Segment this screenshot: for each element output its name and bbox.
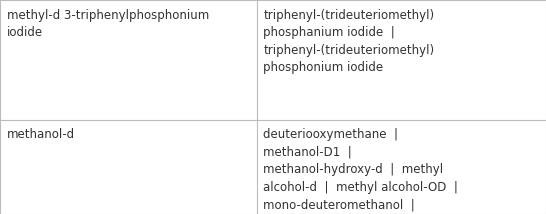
Text: methyl-d 3-triphenylphosphonium
iodide: methyl-d 3-triphenylphosphonium iodide <box>7 9 209 39</box>
Text: methanol-d: methanol-d <box>7 128 75 141</box>
Text: deuteriooxymethane  |
methanol-D1  |
methanol-hydroxy-d  |  methyl
alcohol-d  | : deuteriooxymethane | methanol-D1 | metha… <box>263 128 458 214</box>
Text: triphenyl-(trideuteriomethyl)
phosphanium iodide  |
triphenyl-(trideuteriomethyl: triphenyl-(trideuteriomethyl) phosphaniu… <box>263 9 434 74</box>
